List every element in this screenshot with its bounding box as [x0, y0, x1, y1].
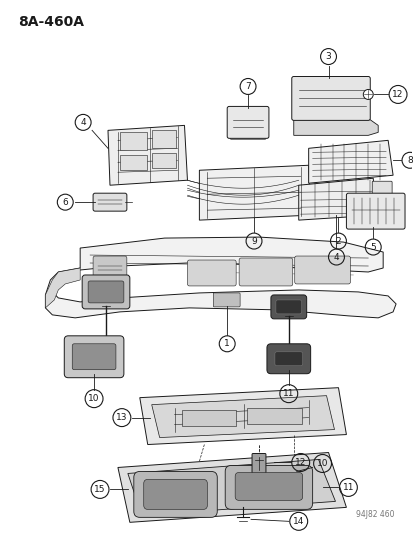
Polygon shape	[151, 395, 334, 438]
FancyBboxPatch shape	[133, 472, 217, 518]
FancyBboxPatch shape	[64, 336, 123, 378]
FancyBboxPatch shape	[225, 465, 312, 510]
Text: 5: 5	[370, 243, 375, 252]
Text: 10: 10	[316, 459, 328, 468]
Polygon shape	[293, 118, 377, 135]
FancyBboxPatch shape	[181, 410, 235, 425]
Text: 8: 8	[406, 156, 412, 165]
Polygon shape	[308, 140, 392, 183]
FancyBboxPatch shape	[93, 193, 126, 211]
FancyBboxPatch shape	[213, 293, 240, 307]
FancyBboxPatch shape	[274, 352, 302, 366]
Text: 1: 1	[224, 340, 230, 348]
FancyBboxPatch shape	[371, 181, 391, 197]
FancyBboxPatch shape	[294, 256, 349, 284]
FancyBboxPatch shape	[266, 344, 310, 374]
Circle shape	[363, 90, 373, 100]
Text: 13: 13	[116, 413, 127, 422]
FancyBboxPatch shape	[247, 408, 301, 424]
FancyBboxPatch shape	[252, 454, 265, 473]
Text: 4: 4	[333, 253, 339, 262]
FancyBboxPatch shape	[151, 131, 175, 148]
Text: 6: 6	[62, 198, 68, 207]
Polygon shape	[140, 387, 346, 445]
FancyBboxPatch shape	[187, 260, 235, 286]
FancyBboxPatch shape	[291, 77, 369, 120]
Text: 7: 7	[244, 82, 250, 91]
Text: 3: 3	[325, 52, 330, 61]
Polygon shape	[298, 178, 375, 220]
Text: 12: 12	[392, 90, 403, 99]
Text: 11: 11	[342, 483, 353, 492]
FancyBboxPatch shape	[227, 107, 268, 139]
Text: 10: 10	[88, 394, 100, 403]
Text: 8A-460A: 8A-460A	[19, 15, 84, 29]
FancyBboxPatch shape	[235, 472, 302, 500]
Polygon shape	[128, 459, 335, 515]
FancyBboxPatch shape	[239, 258, 292, 286]
Polygon shape	[118, 453, 346, 522]
FancyBboxPatch shape	[151, 154, 175, 168]
FancyBboxPatch shape	[120, 155, 146, 170]
FancyBboxPatch shape	[346, 193, 404, 229]
FancyBboxPatch shape	[275, 300, 301, 314]
Text: 94J82 460: 94J82 460	[355, 510, 393, 519]
FancyBboxPatch shape	[88, 281, 123, 303]
FancyBboxPatch shape	[270, 295, 306, 319]
Text: 4: 4	[80, 118, 86, 127]
Text: 12: 12	[294, 458, 306, 467]
Text: 11: 11	[282, 389, 294, 398]
Text: 9: 9	[251, 237, 256, 246]
FancyBboxPatch shape	[72, 344, 116, 370]
Polygon shape	[199, 165, 310, 220]
Polygon shape	[45, 237, 395, 318]
Text: 2: 2	[335, 237, 340, 246]
Text: 14: 14	[292, 517, 304, 526]
FancyBboxPatch shape	[143, 480, 207, 510]
Text: 15: 15	[94, 485, 106, 494]
Polygon shape	[45, 268, 80, 308]
FancyBboxPatch shape	[371, 199, 388, 213]
FancyBboxPatch shape	[93, 256, 126, 280]
Polygon shape	[108, 125, 187, 185]
FancyBboxPatch shape	[230, 131, 265, 139]
FancyBboxPatch shape	[82, 275, 130, 309]
FancyBboxPatch shape	[120, 132, 146, 150]
